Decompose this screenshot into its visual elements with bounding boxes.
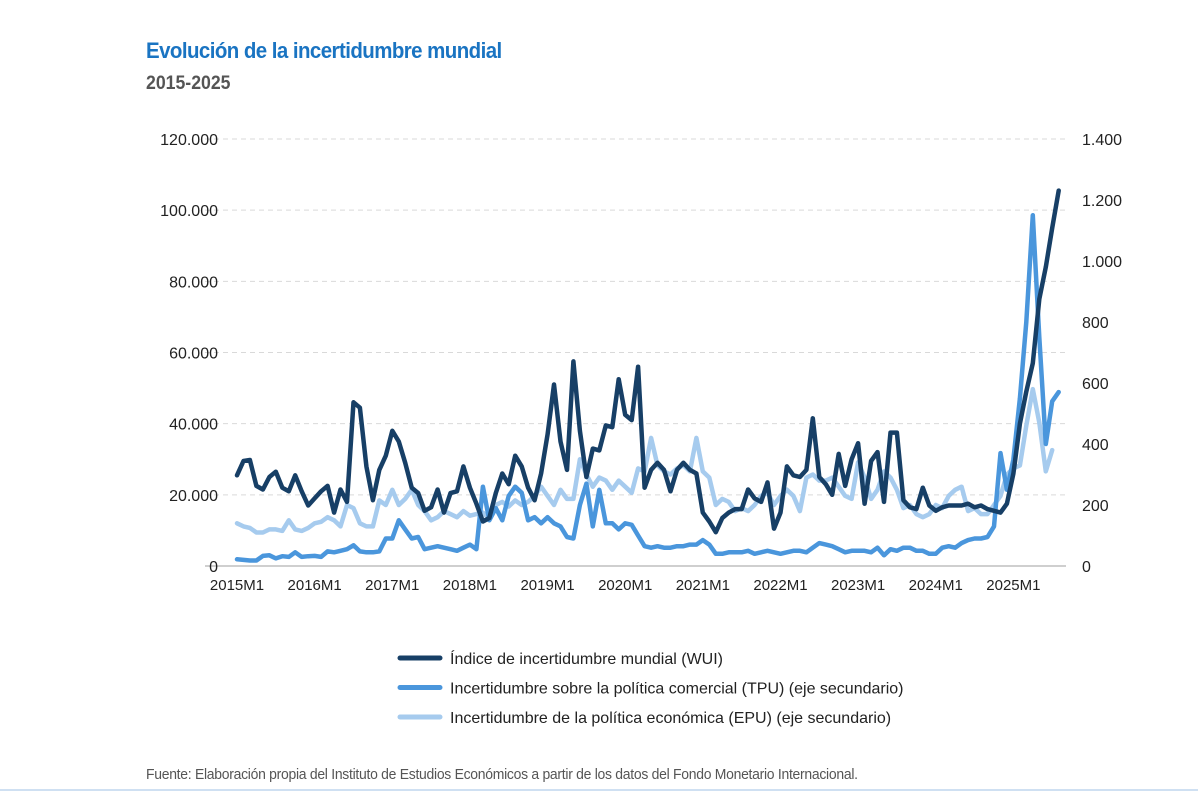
x-tick-label: 2016M1 [288,577,342,594]
x-tick-label: 2022M1 [753,577,807,594]
legend-label: Incertidumbre de la política económica (… [450,710,891,727]
legend: Índice de incertidumbre mundial (WUI) Inc… [397,649,904,727]
y-left-tick-label: 120.000 [160,132,218,149]
y-right-tick-label: 0 [1082,559,1091,576]
x-tick-label: 2024M1 [909,577,963,594]
y-right-tick-label: 1.400 [1082,132,1122,149]
y-right-tick-label: 400 [1082,437,1109,454]
x-tick-label: 2017M1 [365,577,419,594]
gridlines [205,138,1066,567]
chart-subtitle: 2015-2025 [146,73,231,94]
chart-title: Evolución de la incertidumbre mundial [146,38,502,63]
x-tick-label: 2015M1 [210,577,264,594]
x-tick-label: 2018M1 [443,577,497,594]
series-lines [234,188,1061,563]
source-note: Fuente: Elaboración propia del Instituto… [146,766,858,783]
y-left-tick-label: 60.000 [169,346,218,363]
x-tick-label: 2019M1 [520,577,574,594]
y-axis-right: 0 200 400 600 800 1.000 1.200 1.400 [1082,132,1122,576]
y-left-tick-label: 20.000 [169,488,218,505]
x-tick-label: 2023M1 [831,577,885,594]
bottom-divider [0,789,1198,791]
y-left-tick-label: 40.000 [169,417,218,434]
series-line-tpu [234,213,1061,563]
x-tick-label: 2025M1 [986,577,1040,594]
series-line-wui [234,188,1061,535]
x-tick-label: 2021M1 [676,577,730,594]
y-left-tick-label: 0 [209,559,218,576]
y-right-tick-label: 1.000 [1082,254,1122,271]
legend-label: Incertidumbre sobre la política comercia… [450,681,904,698]
y-left-tick-label: 80.000 [169,274,218,291]
x-tick-label: 2020M1 [598,577,652,594]
y-right-tick-label: 200 [1082,498,1109,515]
y-right-tick-label: 800 [1082,315,1109,332]
y-right-tick-label: 1.200 [1082,193,1122,210]
x-axis: 2015M1 2016M1 2017M1 2018M1 2019M1 2020M1 2021… [210,577,1041,594]
y-axis-left: 0 20.000 40.000 60.000 80.000 100.000 120.000 [160,132,218,576]
y-left-tick-label: 100.000 [160,203,218,220]
y-right-tick-label: 600 [1082,376,1109,393]
legend-label: Índice de incertidumbre mundial (WUI) [450,649,723,668]
